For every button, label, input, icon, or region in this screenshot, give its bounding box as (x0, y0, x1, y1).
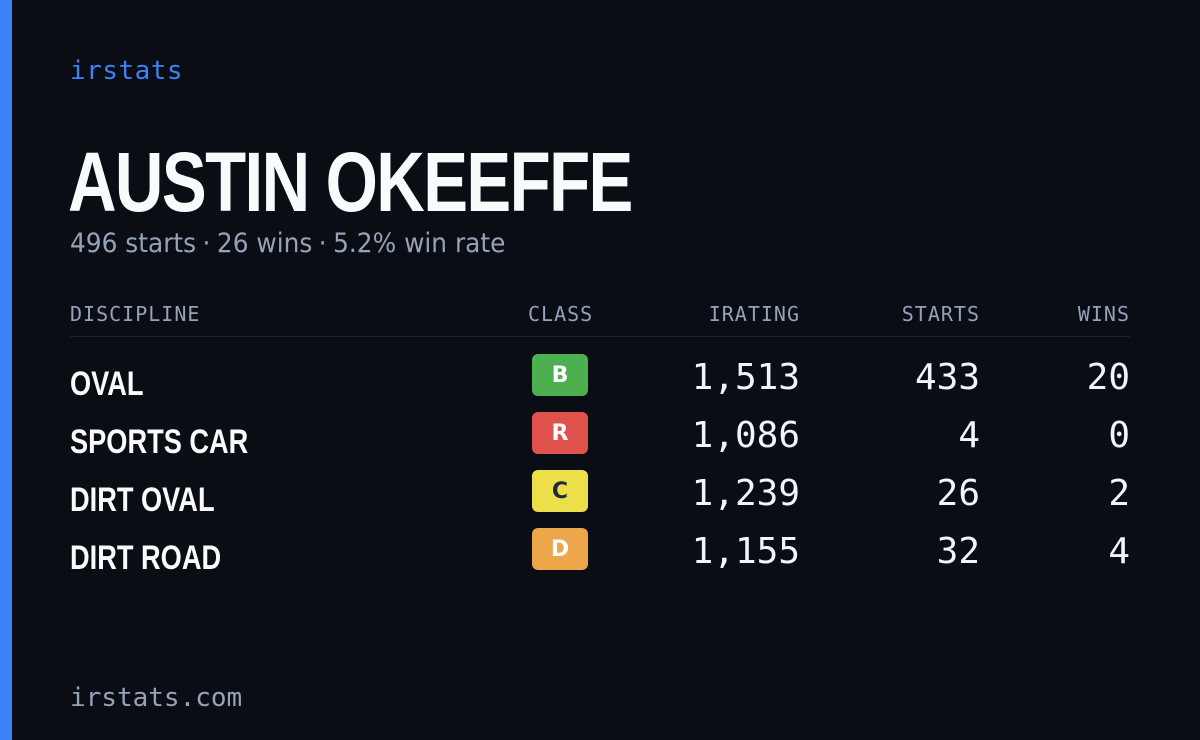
irating-value: 1,513 (691, 357, 800, 398)
table-row: OVAL B 1,513 433 20 (0, 354, 1200, 412)
header-wins: WINS (1077, 302, 1130, 326)
brand-logo-text[interactable]: irstats (70, 56, 184, 86)
wins-value: 0 (1108, 415, 1130, 456)
accent-bar (0, 0, 12, 740)
class-badge: C (532, 470, 588, 512)
player-name: AUSTIN OKEEFFE (68, 135, 633, 229)
class-badge: D (532, 528, 588, 570)
summary-win-rate: 5.2% win rate (333, 228, 506, 259)
table-row: DIRT OVAL C 1,239 26 2 (0, 470, 1200, 528)
class-badge: R (532, 412, 588, 454)
irating-value: 1,155 (691, 531, 800, 572)
table-row: SPORTS CAR R 1,086 4 0 (0, 412, 1200, 470)
footer-domain-link[interactable]: irstats.com (70, 683, 243, 713)
discipline-name: DIRT ROAD (70, 539, 222, 577)
class-badge: B (532, 354, 588, 396)
wins-value: 2 (1108, 473, 1130, 514)
summary-starts: 496 starts (70, 228, 197, 259)
header-discipline: DISCIPLINE (70, 302, 201, 326)
starts-value: 26 (936, 473, 980, 514)
wins-value: 4 (1108, 531, 1130, 572)
header-class: CLASS (528, 302, 594, 326)
starts-value: 32 (936, 531, 980, 572)
discipline-name: SPORTS CAR (70, 423, 249, 461)
discipline-name: OVAL (70, 365, 144, 403)
header-irating: IRATING (708, 302, 800, 326)
wins-value: 20 (1086, 357, 1130, 398)
starts-value: 4 (958, 415, 980, 456)
player-summary: 496 starts · 26 wins · 5.2% win rate (70, 228, 505, 259)
irating-value: 1,239 (691, 473, 800, 514)
summary-wins: 26 wins (216, 228, 313, 259)
discipline-name: DIRT OVAL (70, 481, 215, 519)
header-starts: STARTS (901, 302, 980, 326)
header-divider (70, 336, 1130, 337)
table-row: DIRT ROAD D 1,155 32 4 (0, 528, 1200, 586)
summary-separator: · (318, 228, 327, 259)
starts-value: 433 (914, 357, 980, 398)
irating-value: 1,086 (691, 415, 800, 456)
summary-separator: · (202, 228, 211, 259)
